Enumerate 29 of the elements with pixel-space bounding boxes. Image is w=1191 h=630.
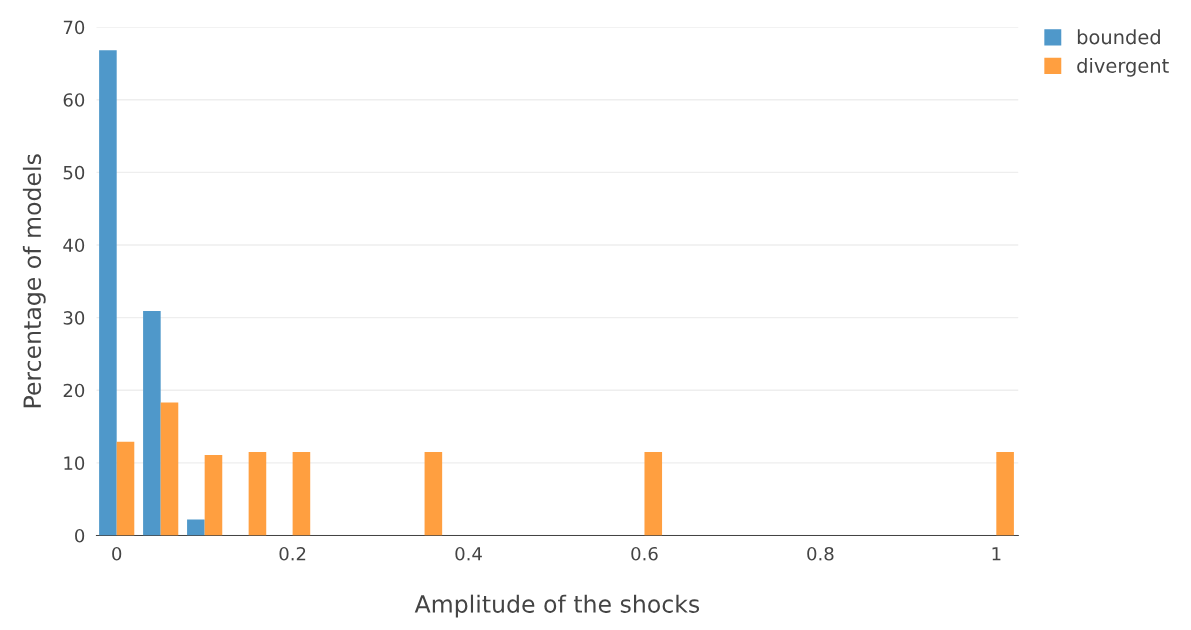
y-tick-label: 0 (75, 528, 85, 543)
x-tick-label: 0.6 (631, 546, 658, 561)
bar (116, 441, 135, 536)
bar (996, 451, 1014, 536)
bar (99, 50, 117, 536)
y-tick-label: 20 (63, 383, 85, 398)
x-tick-label: 1 (992, 547, 1001, 561)
y-tick-label: 10 (64, 456, 85, 470)
y-tick-label: 50 (63, 165, 85, 180)
bar (160, 402, 179, 536)
x-axis-title: Amplitude of the shocks (414, 594, 700, 618)
bar (292, 451, 311, 536)
y-tick-label: 60 (63, 93, 85, 107)
x-tick-label: 0.4 (455, 546, 482, 561)
bar (187, 519, 205, 536)
y-axis-title: Percentage of models (22, 154, 46, 408)
y-tick-label: 70 (63, 20, 85, 35)
x-tick-label: 0 (112, 546, 122, 561)
legend-label: divergent (1077, 57, 1169, 77)
x-tick-label: 0.2 (279, 546, 306, 561)
bar (143, 311, 161, 536)
bar (204, 454, 223, 536)
bar (248, 451, 267, 536)
bar (644, 451, 663, 536)
x-tick-label: 0.8 (807, 546, 834, 561)
bar (424, 451, 443, 536)
y-tick-label: 30 (63, 311, 85, 325)
y-tick-label: 40 (63, 238, 85, 253)
legend-label: bounded (1077, 29, 1160, 45)
